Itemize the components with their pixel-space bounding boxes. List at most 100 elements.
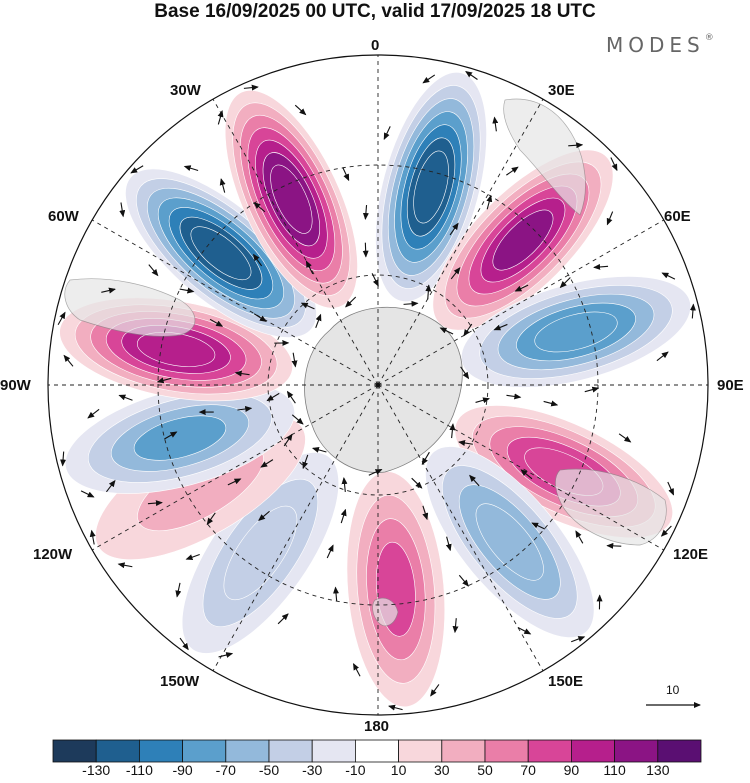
wind-arrow — [411, 477, 423, 489]
wind-arrow — [520, 469, 533, 480]
colorbar — [52, 739, 702, 763]
meridian-line — [91, 384, 379, 551]
wind-arrow — [362, 205, 369, 221]
meridian-line — [212, 384, 379, 672]
anomaly-lobe — [375, 72, 487, 302]
wind-arrow — [403, 300, 419, 307]
wind-arrow — [450, 267, 461, 280]
wind-arrow — [179, 287, 195, 294]
wind-arrow — [101, 287, 116, 294]
colorbar-tick-label: -110 — [125, 762, 153, 778]
colorbar-tick-label: 130 — [646, 762, 670, 778]
wind-arrow — [531, 522, 546, 530]
wind-arrow — [300, 302, 315, 310]
colorbar-swatch — [614, 739, 659, 763]
colorbar-swatch — [441, 739, 486, 763]
wind-arrow — [286, 390, 296, 404]
wind-arrow — [661, 272, 676, 280]
lon-label-180: 180 — [364, 718, 390, 735]
wind-arrow — [253, 313, 267, 322]
wind-arrow — [243, 84, 259, 91]
wind-arrow — [345, 296, 357, 308]
wind-arrow — [689, 303, 696, 319]
colorbar-tick-labels: -130 -110 -90 -70 -50 -30 -10 10 30 50 70 90 110 130 — [0, 762, 750, 782]
colorbar-tick-label: -130 — [82, 762, 111, 778]
wind-arrow — [458, 440, 473, 446]
wind-arrow — [506, 166, 519, 176]
colorbar-swatch — [225, 739, 270, 763]
lon-label-60w: 60W — [48, 208, 79, 225]
map-disc — [47, 54, 709, 716]
wind-arrow — [252, 253, 263, 267]
wind-arrow — [368, 469, 383, 476]
wind-arrow — [340, 508, 347, 524]
wind-arrow — [606, 211, 614, 226]
wind-arrow — [517, 626, 532, 635]
wind-arrow — [469, 474, 480, 487]
wind-arrow — [266, 392, 280, 402]
wind-arrow — [575, 530, 584, 544]
anomaly-lobe — [224, 90, 358, 309]
lon-label-120e: 120E — [673, 546, 709, 563]
wind-arrow — [209, 318, 224, 327]
wind-arrow — [383, 126, 391, 140]
wind-arrow — [315, 313, 322, 328]
wind-arrow — [656, 351, 669, 362]
wind-arrow — [148, 264, 159, 277]
wind-arrow — [217, 110, 224, 125]
wind-arrow — [218, 652, 234, 658]
wind-arrow — [667, 481, 675, 496]
brand-name: MODES — [606, 33, 705, 57]
anomaly-lobe — [181, 452, 339, 654]
reference-vector-label: 10 — [666, 683, 680, 697]
wind-arrow — [465, 71, 478, 80]
wind-arrow — [291, 352, 298, 368]
colorbar-swatch — [354, 739, 399, 763]
wind-arrow — [179, 637, 189, 651]
anomaly-lobe — [125, 168, 317, 338]
wind-arrow — [258, 510, 270, 521]
wind-arrow — [618, 433, 632, 443]
wind-arrow — [371, 273, 379, 287]
colorbar-swatch — [398, 739, 443, 763]
registered-mark: ® — [704, 33, 714, 43]
wind-arrow — [610, 157, 618, 172]
wind-arrow — [185, 553, 200, 561]
wind-arrow — [584, 386, 600, 393]
wind-arrow — [89, 529, 96, 545]
wind-arrow — [333, 586, 339, 602]
wind-arrow — [87, 408, 100, 419]
lat-lon-grid — [48, 55, 708, 715]
wind-arrow — [130, 165, 144, 174]
anomaly-field — [59, 72, 691, 708]
wind-arrow — [227, 478, 242, 486]
wind-arrow — [164, 431, 178, 440]
wind-arrow — [422, 74, 436, 84]
anomaly-contour — [133, 415, 227, 461]
wind-arrow — [305, 260, 314, 275]
colorbar-swatch — [138, 739, 183, 763]
wind-arrow — [422, 505, 429, 521]
wind-arrow — [543, 400, 559, 407]
anomaly-contour — [413, 150, 449, 224]
wind-arrow — [260, 459, 274, 468]
wind-arrow — [106, 479, 116, 493]
wind-arrow — [80, 490, 95, 498]
anomaly-lobe — [425, 446, 595, 638]
colorbar-tick-label: 90 — [563, 762, 580, 778]
latitude-circle — [267, 274, 489, 496]
wind-arrow — [119, 202, 126, 218]
anomaly-contour — [190, 226, 252, 281]
wind-arrow — [458, 574, 469, 587]
colorbar-tick-label: -70 — [215, 762, 236, 778]
wind-arrow — [514, 284, 529, 292]
colorbar-tick-label: 110 — [603, 762, 626, 778]
wind-arrow — [342, 167, 350, 182]
wind-arrow — [388, 704, 403, 711]
wind-arrow — [277, 613, 289, 625]
wind-arrow — [571, 636, 586, 643]
wind-arrow — [311, 446, 327, 453]
lon-label-90w: 90W — [0, 377, 31, 394]
colorbar-tick-label: -90 — [172, 762, 193, 778]
wind-arrow — [492, 116, 499, 132]
